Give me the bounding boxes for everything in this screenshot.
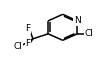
Text: F: F xyxy=(25,24,30,33)
Text: Cl: Cl xyxy=(13,42,22,51)
Text: F: F xyxy=(25,39,30,48)
Text: Cl: Cl xyxy=(85,29,94,38)
Text: N: N xyxy=(74,16,81,25)
